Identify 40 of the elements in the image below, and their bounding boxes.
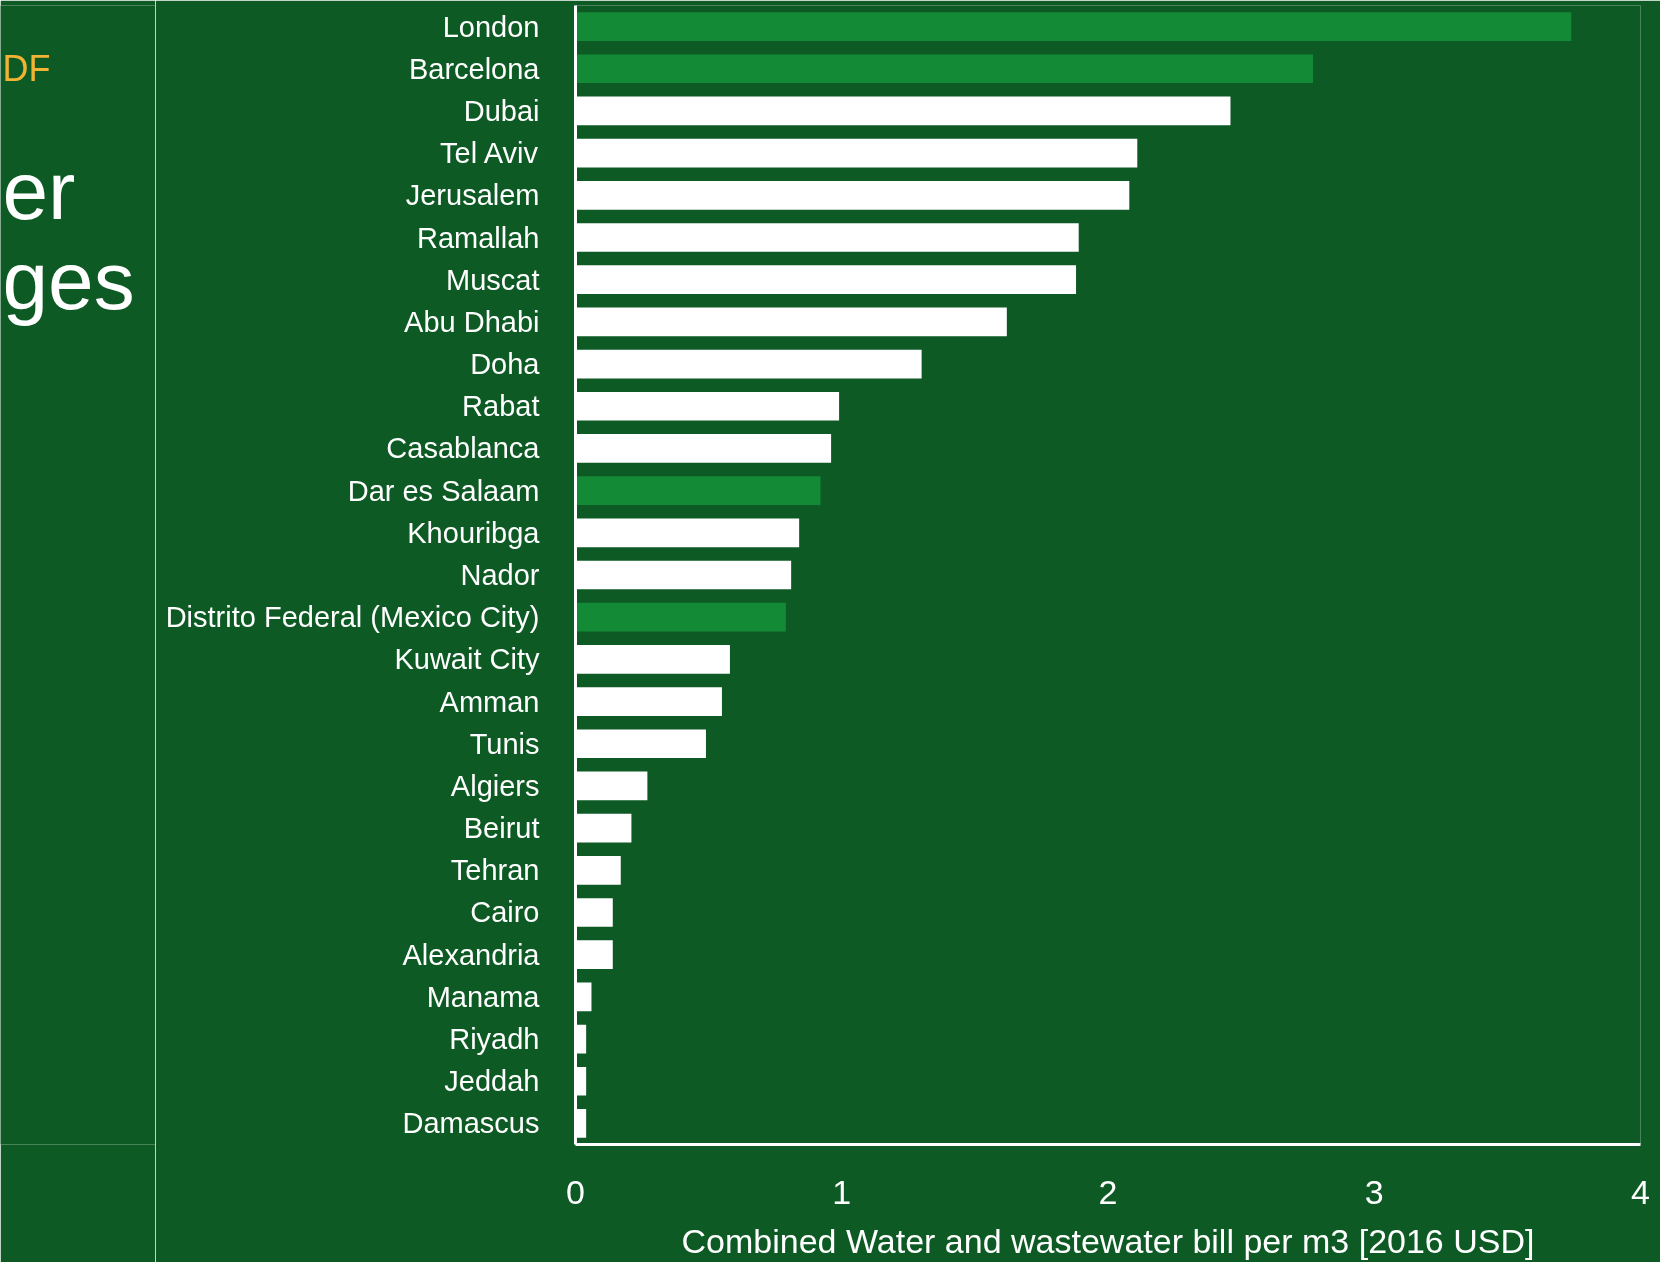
x-tick-label: 4 [1631, 1172, 1650, 1211]
y-tick-label: Nador [460, 559, 540, 591]
y-tick-label: Amman [439, 685, 540, 718]
y-tick-label: London [442, 10, 540, 43]
bar [575, 54, 1314, 84]
bar [575, 602, 786, 632]
y-tick-label: Tel Aviv [440, 137, 539, 170]
y-tick-label: Beirut [463, 812, 540, 845]
y-tick-label: Tunis [469, 727, 540, 760]
bar [575, 476, 821, 505]
text: er [2, 145, 76, 237]
y-tick-label: Distrito Federal (Mexico City) [165, 601, 540, 634]
x-tick-label: 0 [566, 1172, 585, 1211]
x-tick-label: 2 [1098, 1172, 1118, 1211]
y-tick-label: Barcelona [408, 52, 541, 85]
y-tick-label: Damascus [402, 1107, 540, 1140]
y-tick-label: Tehran [450, 854, 540, 887]
y-tick-label: Jerusalem [405, 179, 540, 212]
y-tick-label: Alexandria [402, 938, 541, 971]
y-tick-label: Rabat [462, 390, 540, 423]
y-tick-label: Cairo [470, 896, 540, 929]
y-tick-label: Ramallah [417, 221, 540, 254]
y-tick-label: Abu Dhabi [404, 305, 540, 338]
y-tick-label: Riyadh [449, 1023, 540, 1056]
y-tick-label: Casablanca [386, 432, 541, 465]
bar [575, 12, 1572, 41]
y-tick-label: Manama [426, 980, 541, 1013]
y-tick-label: Dubai [463, 94, 540, 127]
y-tick-label: Khouribga [407, 516, 541, 549]
y-tick-label: Jeddah [444, 1065, 540, 1098]
text: ges [2, 235, 135, 327]
x-axis-title: Combined Water and wastewater bill per m3 [2016 USD] [681, 1221, 1535, 1260]
y-tick-label: Algiers [450, 769, 540, 802]
y-tick-label: Muscat [446, 263, 540, 296]
text: DF [2, 48, 51, 90]
y-tick-label: Dar es Salaam [347, 474, 540, 507]
x-tick-label: 3 [1364, 1172, 1384, 1211]
y-tick-label: Doha [470, 348, 541, 381]
y-tick-label: Kuwait City [394, 643, 540, 676]
x-tick-label: 1 [832, 1172, 852, 1211]
